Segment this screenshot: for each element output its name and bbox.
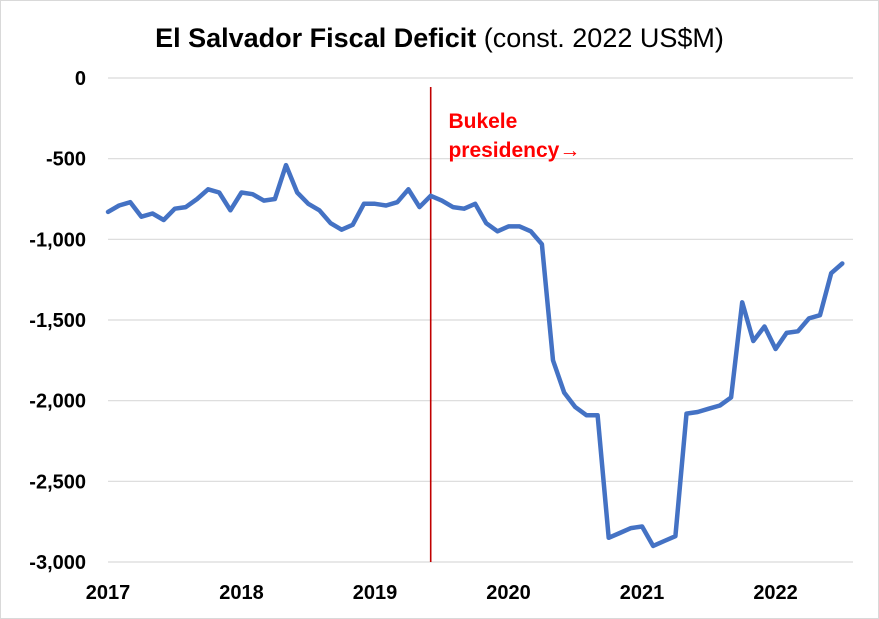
x-tick-label: 2020 [486, 582, 531, 604]
x-tick-label: 2018 [219, 582, 264, 604]
y-tick-label: 0 [75, 68, 86, 90]
chart-title: El Salvador Fiscal Deficit (const. 2022 … [1, 23, 878, 54]
y-tick-label: -2,500 [29, 471, 86, 493]
x-tick-label: 2021 [620, 582, 665, 604]
y-tick-label: -1,000 [29, 229, 86, 251]
y-tick-label: -500 [46, 149, 86, 171]
x-tick-label: 2017 [86, 582, 131, 604]
annotation-label: presidency→ [448, 139, 580, 162]
y-tick-label: -1,500 [29, 310, 86, 332]
x-tick-label: 2022 [753, 582, 798, 604]
chart-title-sub: (const. 2022 US$M) [483, 23, 724, 53]
y-tick-label: -3,000 [29, 552, 86, 574]
annotation-label: Bukele [448, 110, 517, 133]
x-tick-label: 2019 [353, 582, 398, 604]
y-tick-label: -2,000 [29, 391, 86, 413]
series-line [105, 162, 845, 549]
chart-title-main: El Salvador Fiscal Deficit [155, 23, 477, 53]
